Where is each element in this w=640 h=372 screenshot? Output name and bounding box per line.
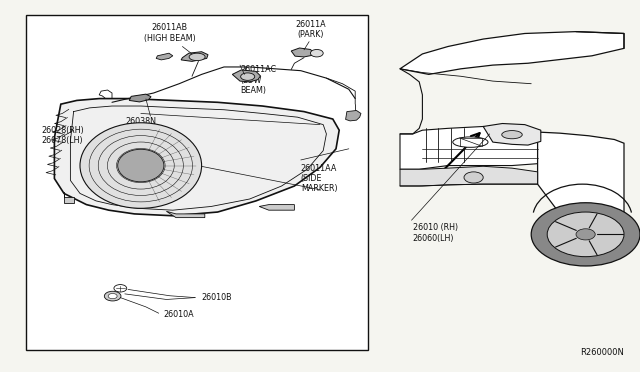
Polygon shape [400,166,538,186]
Circle shape [310,49,323,57]
Bar [26,15,368,350]
Text: 26028(RH)
26078(LH): 26028(RH) 26078(LH) [42,126,84,145]
Text: 26010A: 26010A [163,310,194,319]
Ellipse shape [80,123,202,208]
Polygon shape [291,48,314,57]
Text: R260000N: R260000N [580,348,624,357]
Polygon shape [64,192,74,203]
Polygon shape [400,32,624,74]
Ellipse shape [189,53,205,61]
Text: 26010B: 26010B [202,293,232,302]
Polygon shape [232,70,260,82]
Polygon shape [400,126,538,169]
Circle shape [464,172,483,183]
Polygon shape [181,52,208,61]
Polygon shape [54,99,339,216]
Text: 26011AB
(HIGH BEAM): 26011AB (HIGH BEAM) [144,23,195,43]
Text: 26038N: 26038N [125,117,156,126]
Text: 26011AC
(LOW
BEAM): 26011AC (LOW BEAM) [240,65,276,95]
Circle shape [531,203,640,266]
Ellipse shape [453,137,488,147]
Polygon shape [483,124,541,145]
Text: 26010 (RH)
26060(LH): 26010 (RH) 26060(LH) [413,223,458,243]
Polygon shape [259,205,294,210]
Circle shape [114,285,127,292]
Ellipse shape [118,149,164,182]
Ellipse shape [241,73,255,80]
Circle shape [576,229,595,240]
Polygon shape [156,53,173,60]
Polygon shape [129,94,151,102]
Circle shape [104,291,121,301]
Polygon shape [166,211,205,218]
Text: 26011A
(PARK): 26011A (PARK) [295,20,326,39]
Circle shape [108,294,117,299]
Text: 26011AA
(SIDE
MARKER): 26011AA (SIDE MARKER) [301,164,337,193]
Polygon shape [346,110,361,121]
Ellipse shape [502,131,522,139]
Polygon shape [538,132,624,218]
Circle shape [547,212,624,257]
